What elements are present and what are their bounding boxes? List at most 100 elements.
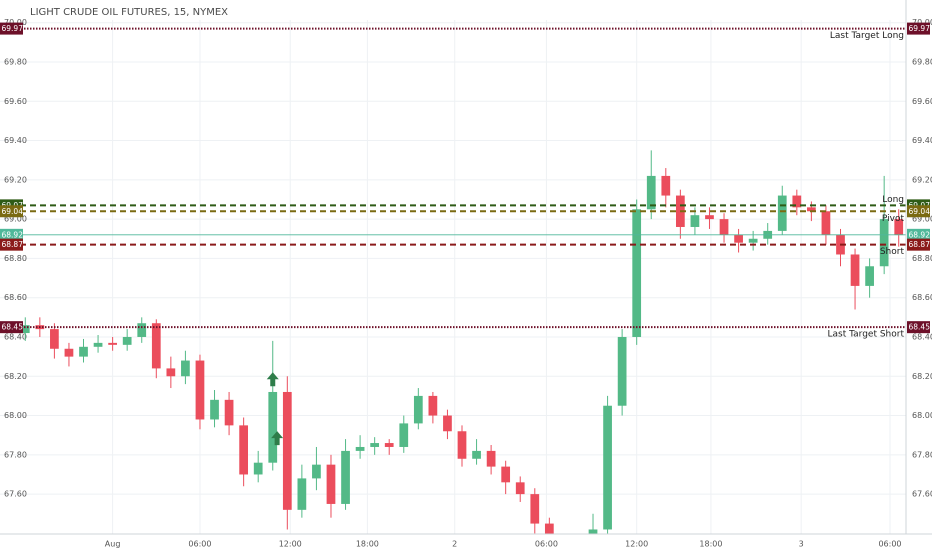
y-tick-label: 69.00 (4, 215, 27, 224)
x-tick-label: 18:00 (356, 540, 379, 549)
candle-body (544, 523, 554, 534)
y-tick-label: 68.40 (4, 332, 27, 341)
candle-body (443, 415, 452, 432)
level-box (907, 321, 930, 334)
candle-body (501, 466, 511, 483)
y-tick-label: 68.00 (4, 411, 27, 420)
level-box (0, 22, 23, 35)
y-tick-label: 69.20 (912, 175, 932, 184)
candle-body (253, 462, 263, 475)
candle-body (297, 478, 307, 510)
candle-body (195, 360, 205, 420)
y-tick-label: 69.80 (4, 57, 27, 66)
level-box (0, 238, 23, 251)
candle-body (457, 431, 467, 459)
candle-body (282, 391, 292, 510)
candle-body (865, 266, 874, 286)
plot (20, 150, 904, 534)
candle-body (646, 175, 656, 210)
x-tick-label: 3 (799, 540, 804, 549)
candle-body (661, 175, 671, 196)
price-box (907, 228, 930, 241)
price-box (0, 228, 23, 241)
y-tick-label: 68.40 (912, 332, 932, 341)
chart-title: LIGHT CRUDE OIL FUTURES, 15, NYMEX (30, 7, 228, 18)
y-tick-label: 67.80 (912, 450, 932, 459)
candle-body (705, 215, 714, 220)
y-tick-label: 69.60 (912, 97, 932, 106)
overlay: 68.92 68.92 Last Target Long 69.97 69.97 Long… (0, 22, 931, 340)
level-box-label: 69.04 (909, 207, 931, 216)
x-tick-label: 2 (452, 540, 457, 549)
y-tick-label: 68.00 (912, 411, 932, 420)
y-tick-label: 69.40 (4, 136, 27, 145)
candle-body (326, 464, 336, 504)
y-tick-label: 69.40 (912, 136, 932, 145)
level-name: Short (880, 247, 905, 257)
candle-body (617, 336, 627, 406)
candle-body (879, 219, 889, 267)
y-tick-label: 67.60 (912, 490, 932, 499)
candle-body (166, 368, 176, 377)
level-box (0, 321, 23, 334)
y-tick-label: 68.20 (4, 372, 27, 381)
x-tick-label: 06:00 (878, 540, 901, 549)
y-tick-label: 68.60 (912, 293, 932, 302)
candle-body (268, 391, 278, 463)
y-tick-label: 69.60 (4, 97, 27, 106)
level-box-label: 68.87 (2, 240, 24, 249)
y-tick-label: 69.80 (912, 57, 932, 66)
candle-body (355, 446, 365, 451)
candle-body (93, 342, 103, 347)
level-box (907, 238, 930, 251)
candle-body (472, 450, 481, 459)
x-tick-label: 12:00 (279, 540, 302, 549)
level-box-label: 68.45 (2, 323, 24, 332)
candle-body (719, 219, 729, 235)
level-box (0, 205, 23, 218)
candle-body (181, 360, 190, 377)
candle-body (428, 395, 438, 416)
level-box-label: 68.45 (909, 323, 931, 332)
candle-body (777, 195, 787, 231)
candle-body (486, 450, 496, 467)
candle-body (821, 211, 831, 235)
candle-body (239, 425, 249, 475)
level-name: Pivot (882, 214, 905, 224)
candle-body (399, 423, 409, 447)
y-tick-label: 68.60 (4, 293, 27, 302)
level-box-label: 69.97 (909, 24, 931, 33)
candle-body (632, 209, 642, 337)
level-box (907, 22, 930, 35)
level-box-label: 69.04 (2, 207, 24, 216)
x-tick-label: 06:00 (535, 540, 558, 549)
candle-body (530, 494, 540, 524)
candle-body (603, 405, 612, 530)
candle-body (210, 399, 219, 420)
candle-body (50, 329, 59, 349)
x-tick-label: 06:00 (188, 540, 211, 549)
candle-body (341, 450, 350, 504)
signal-arrow (266, 372, 279, 387)
candle-body (224, 399, 234, 426)
level-name: Long (882, 195, 904, 205)
candle-body (690, 215, 700, 227)
level-box-label: 68.87 (909, 240, 931, 249)
y-tick-label: 68.80 (4, 254, 27, 263)
candle-body (792, 195, 802, 208)
candle-body (64, 348, 74, 357)
candle-body (588, 529, 598, 534)
signal-arrow (271, 431, 284, 446)
level-box-label: 69.97 (2, 24, 24, 33)
x-tick-label: 12:00 (625, 540, 648, 549)
candle-body (850, 254, 860, 286)
candle-body (384, 443, 394, 447)
candle-body (413, 395, 423, 424)
candle-body (515, 482, 525, 495)
grid: 67.60 67.60 67.80 67.80 68.00 68.00 68.20 68.20… (0, 18, 932, 549)
x-tick-label: Aug (105, 540, 121, 549)
price-box-label: 68.92 (2, 230, 24, 239)
candle-body (312, 464, 321, 479)
